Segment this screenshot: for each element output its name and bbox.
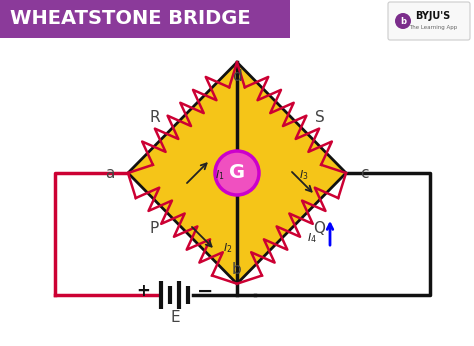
- Text: S: S: [315, 110, 324, 125]
- Polygon shape: [128, 62, 346, 284]
- Text: +: +: [136, 282, 150, 300]
- Text: $I_2$: $I_2$: [223, 241, 233, 255]
- Text: BYJU'S: BYJU'S: [415, 11, 451, 21]
- FancyBboxPatch shape: [388, 2, 470, 40]
- Text: b: b: [400, 17, 406, 26]
- Text: Q: Q: [313, 221, 326, 236]
- Text: E: E: [170, 310, 180, 325]
- Text: c: c: [360, 165, 368, 181]
- Text: WHEATSTONE BRIDGE: WHEATSTONE BRIDGE: [10, 9, 251, 28]
- Text: G: G: [229, 164, 245, 182]
- Text: $I_4$: $I_4$: [307, 231, 317, 245]
- Text: d: d: [232, 69, 242, 84]
- Text: P: P: [150, 221, 159, 236]
- Text: R: R: [149, 110, 160, 125]
- Text: a: a: [105, 165, 115, 181]
- Text: $I_3$: $I_3$: [299, 168, 309, 182]
- Text: b: b: [232, 262, 242, 277]
- Text: −: −: [197, 282, 213, 300]
- FancyBboxPatch shape: [0, 0, 290, 38]
- Text: The Learning App: The Learning App: [409, 25, 457, 29]
- Text: $I_1$: $I_1$: [215, 168, 225, 182]
- Circle shape: [395, 13, 411, 29]
- Circle shape: [215, 151, 259, 195]
